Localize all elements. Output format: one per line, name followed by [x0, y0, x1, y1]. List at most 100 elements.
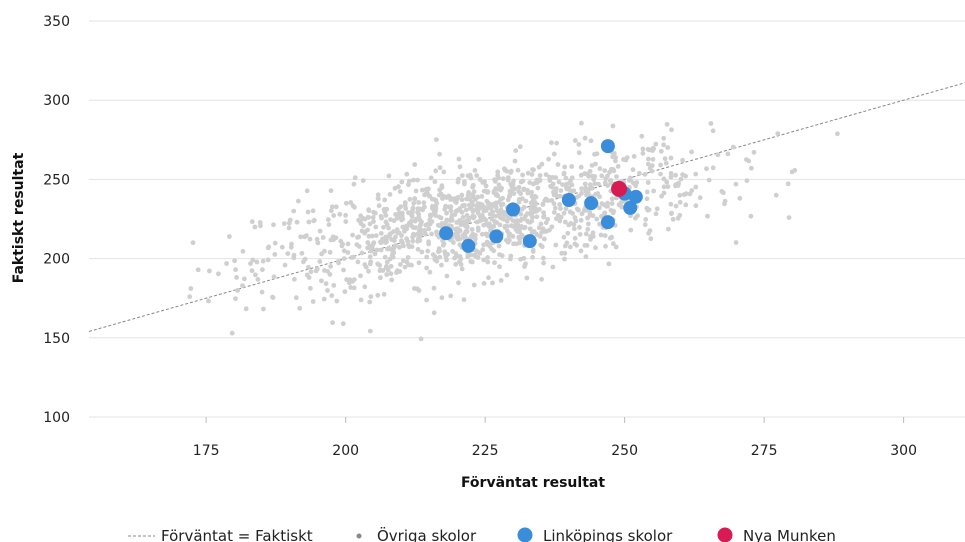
point-ovriga — [530, 249, 536, 254]
point-ovriga — [521, 255, 527, 261]
point-linkoping — [600, 139, 615, 154]
point-ovriga — [341, 248, 347, 254]
point-ovriga — [561, 234, 567, 240]
point-ovriga — [369, 233, 375, 239]
point-ovriga — [249, 268, 255, 274]
point-ovriga — [705, 213, 710, 219]
point-ovriga — [448, 204, 454, 210]
point-ovriga — [693, 203, 699, 209]
point-ovriga — [486, 275, 491, 281]
point-ovriga — [434, 200, 440, 206]
point-ovriga — [599, 201, 605, 207]
point-ovriga — [457, 164, 463, 170]
point-ovriga — [597, 194, 602, 200]
point-ovriga — [402, 264, 408, 270]
point-ovriga — [227, 234, 232, 239]
point-ovriga — [477, 177, 483, 182]
point-ovriga — [358, 297, 364, 303]
point-ovriga — [306, 219, 312, 225]
legend-label-ovriga: Övriga skolor — [377, 526, 477, 542]
point-ovriga — [391, 218, 397, 224]
point-ovriga — [354, 242, 360, 248]
point-ovriga — [521, 204, 527, 210]
point-ovriga — [505, 175, 511, 181]
point-ovriga — [423, 222, 429, 228]
point-ovriga — [459, 192, 465, 198]
point-ovriga — [579, 186, 584, 192]
legend-marker-nya-munken — [717, 527, 733, 542]
point-nya-munken — [611, 180, 628, 197]
point-ovriga — [412, 218, 418, 224]
point-ovriga — [315, 240, 321, 246]
point-ovriga — [325, 288, 330, 293]
point-ovriga — [532, 193, 538, 199]
point-ovriga — [590, 234, 596, 239]
point-ovriga — [368, 248, 374, 254]
point-ovriga — [504, 219, 510, 224]
point-ovriga — [773, 192, 779, 198]
point-ovriga — [477, 218, 483, 224]
point-ovriga — [614, 174, 619, 180]
point-ovriga — [623, 157, 629, 163]
point-ovriga — [571, 188, 577, 194]
point-ovriga — [461, 297, 467, 303]
point-ovriga — [327, 272, 333, 277]
point-ovriga — [439, 183, 445, 189]
point-ovriga — [366, 215, 371, 220]
point-ovriga — [351, 285, 357, 291]
point-ovriga — [433, 168, 439, 174]
point-ovriga — [610, 154, 615, 160]
point-ovriga — [564, 240, 570, 246]
point-ovriga — [704, 166, 709, 172]
point-ovriga — [653, 211, 659, 217]
point-ovriga — [644, 196, 650, 202]
point-ovriga — [545, 198, 551, 204]
point-ovriga — [389, 277, 395, 283]
point-ovriga — [294, 219, 300, 225]
point-ovriga — [329, 204, 335, 210]
point-ovriga — [775, 131, 781, 137]
point-ovriga — [550, 175, 556, 180]
point-ovriga — [348, 285, 354, 290]
point-ovriga — [661, 135, 667, 141]
point-ovriga — [683, 173, 688, 179]
point-ovriga — [252, 224, 258, 230]
point-ovriga — [375, 192, 381, 198]
point-ovriga — [609, 201, 615, 206]
point-ovriga — [375, 292, 381, 298]
point-ovriga — [519, 216, 525, 222]
point-ovriga — [470, 209, 476, 214]
point-ovriga — [661, 184, 667, 190]
point-ovriga — [530, 254, 535, 260]
point-ovriga — [539, 276, 544, 282]
y-tick-label: 150 — [43, 331, 70, 347]
point-ovriga — [481, 281, 487, 286]
point-ovriga — [459, 209, 465, 215]
point-ovriga — [568, 221, 574, 226]
point-ovriga — [673, 203, 679, 209]
point-ovriga — [397, 189, 403, 194]
point-ovriga — [331, 283, 337, 288]
point-ovriga — [525, 170, 531, 176]
point-ovriga — [472, 252, 477, 258]
point-ovriga — [400, 224, 406, 230]
point-ovriga — [541, 260, 546, 266]
point-ovriga — [733, 181, 739, 187]
point-ovriga — [411, 177, 416, 183]
point-ovriga — [642, 172, 648, 177]
point-ovriga — [649, 168, 655, 174]
point-ovriga — [560, 182, 565, 188]
point-ovriga — [506, 233, 512, 239]
point-ovriga — [444, 257, 449, 263]
point-ovriga — [229, 330, 235, 336]
point-ovriga — [519, 224, 524, 229]
point-ovriga — [470, 184, 475, 190]
point-ovriga — [534, 214, 540, 220]
point-ovriga — [424, 190, 429, 196]
point-ovriga — [378, 231, 384, 236]
point-ovriga — [409, 262, 414, 268]
point-ovriga — [432, 204, 438, 210]
point-ovriga — [626, 177, 632, 183]
point-ovriga — [434, 229, 439, 235]
point-ovriga — [448, 208, 454, 214]
